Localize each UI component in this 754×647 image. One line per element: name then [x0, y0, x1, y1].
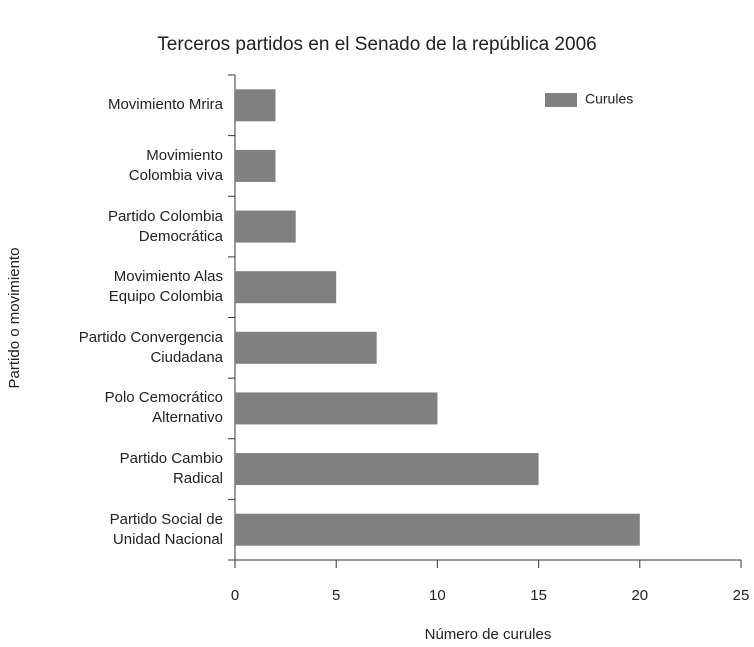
- y-axis-label: Partido o movimiento: [6, 248, 23, 389]
- x-tick-label: 20: [631, 587, 648, 604]
- bar: [235, 331, 377, 364]
- bar: [235, 392, 438, 425]
- bar: [235, 89, 276, 122]
- y-tick-label: Partido Social de Unidad Nacional: [109, 510, 223, 548]
- y-tick-label: Movimiento Colombia viva: [128, 146, 223, 184]
- legend-label: Curules: [585, 91, 633, 107]
- y-tick-label: Partido Convergencia Ciudadana: [78, 328, 223, 366]
- x-axis-label: Número de curules: [425, 626, 552, 643]
- x-tick-label: 5: [332, 587, 340, 604]
- y-tick-label: Movimiento Mrira: [107, 96, 223, 114]
- y-tick-label: Polo Cemocrático Alternativo: [104, 389, 223, 427]
- x-tick-label: 25: [733, 587, 750, 604]
- y-tick-label: Partido Colombia Democrática: [107, 207, 223, 245]
- bar: [235, 210, 296, 243]
- chart-title: Terceros partidos en el Senado de la rep…: [157, 34, 596, 55]
- legend-swatch: [545, 93, 577, 107]
- bar: [235, 453, 539, 486]
- x-tick-label: 0: [231, 587, 239, 604]
- bar: [235, 271, 337, 304]
- x-tick-label: 15: [530, 587, 547, 604]
- x-tick-label: 10: [429, 587, 446, 604]
- y-tick-label: Partido Cambio Radical: [119, 450, 223, 488]
- bar: [235, 149, 276, 182]
- bar: [235, 513, 640, 546]
- y-tick-label: Movimiento Alas Equipo Colombia: [108, 268, 223, 306]
